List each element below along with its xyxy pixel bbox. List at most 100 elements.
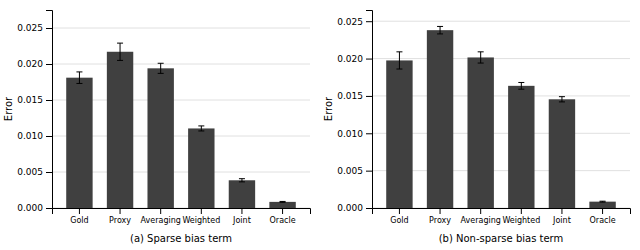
x-tick-mark (241, 208, 242, 214)
y-axis: 0.000 0.005 0.010 0.015 0.020 0.025 (337, 11, 372, 214)
x-tick: Averaging (461, 208, 501, 225)
x-tick-label: Oracle (270, 216, 296, 225)
y-tick: 0.005 (17, 167, 52, 177)
error-bar (478, 52, 484, 63)
y-tick: 0.020 (337, 54, 372, 64)
bar (589, 202, 615, 208)
x-tick-label: Weighted (182, 216, 220, 225)
x-tick: Weighted (502, 208, 540, 225)
y-tick: 0.020 (17, 59, 52, 69)
y-tick: 0.005 (337, 166, 372, 176)
grid-line (52, 64, 310, 65)
bar (427, 30, 453, 208)
plot-area (386, 26, 616, 208)
y-tick: 0.025 (337, 17, 372, 27)
y-tick-label: 0.025 (17, 23, 43, 33)
x-tick-label: Joint (552, 216, 571, 225)
y-tick-label: 0.005 (337, 166, 363, 176)
figure: 0.000 0.005 0.010 0.015 0.020 0.025 Gold Proxy A… (0, 0, 640, 250)
error-bar (198, 126, 204, 131)
y-tick-label: 0.020 (337, 54, 363, 64)
y-tick-mark (366, 171, 372, 172)
x-axis-title: (a) Sparse bias term (130, 233, 232, 244)
y-axis-title: Error (323, 96, 334, 121)
y-tick-label: 0.000 (17, 203, 43, 213)
grid-line (372, 21, 630, 22)
y-tick-mark (46, 64, 52, 65)
y-tick-label: 0.015 (17, 95, 43, 105)
error-bar (239, 179, 245, 182)
y-axis-line (366, 11, 373, 209)
x-axis: Gold Proxy AveragingWeighted Joint Oracle (373, 208, 631, 225)
bar (147, 68, 173, 208)
x-tick-label: Weighted (502, 216, 540, 225)
x-tick: Joint (232, 208, 251, 225)
y-tick-mark (46, 136, 52, 137)
x-tick-label: Averaging (461, 216, 501, 225)
bar (107, 52, 133, 208)
error-bar (600, 201, 606, 203)
x-axis-line (53, 209, 311, 215)
x-tick: Joint (552, 208, 571, 225)
x-axis: GoldProxyAveragingWeightedJointOracle (53, 208, 311, 225)
x-tick: Gold (70, 208, 88, 225)
x-tick-label: Gold (70, 216, 88, 225)
grid (372, 21, 630, 208)
x-tick-mark (440, 208, 441, 214)
bar (549, 99, 575, 208)
x-tick-mark (79, 208, 80, 214)
error-bar (117, 43, 123, 60)
y-tick-label: 0.005 (17, 167, 43, 177)
y-tick-mark (46, 172, 52, 173)
y-tick-mark (46, 208, 52, 209)
y-tick-mark (366, 96, 372, 97)
y-axis: 0.000 0.005 0.010 0.015 0.020 0.025 (17, 11, 52, 214)
x-tick-mark (282, 208, 283, 214)
y-tick: 0.015 (17, 95, 52, 105)
x-tick-mark (120, 208, 121, 214)
x-tick-mark (160, 208, 161, 214)
y-tick: 0.010 (337, 129, 372, 139)
x-axis-title: (b) Non-sparse bias term (439, 233, 564, 244)
y-tick-mark (366, 21, 372, 22)
x-tick-mark (399, 208, 400, 214)
x-tick: Oracle (590, 208, 616, 225)
bar (188, 128, 214, 208)
y-tick-mark (366, 133, 372, 134)
bar (66, 78, 92, 208)
x-tick: Proxy (109, 208, 131, 225)
x-tick-label: Gold (390, 216, 408, 225)
x-tick-mark (602, 208, 603, 214)
grid-line (372, 58, 630, 59)
x-tick-mark (561, 208, 562, 214)
y-tick-mark (366, 208, 372, 209)
y-tick: 0.010 (17, 131, 52, 141)
x-tick-label: Oracle (590, 216, 616, 225)
y-tick-label: 0.015 (337, 91, 363, 101)
error-bar (559, 97, 565, 102)
y-tick: 0.000 (337, 203, 372, 213)
x-tick-label: Joint (232, 216, 251, 225)
x-axis-line (373, 209, 631, 215)
y-axis-title: Error (3, 96, 14, 121)
y-tick: 0.015 (337, 91, 372, 101)
y-tick-mark (46, 28, 52, 29)
error-bar (396, 52, 402, 69)
bar (467, 57, 493, 208)
grid (52, 28, 310, 208)
bar (229, 180, 255, 208)
y-tick-label: 0.010 (337, 129, 363, 139)
error-bar (437, 26, 443, 33)
y-tick-label: 0.025 (337, 17, 363, 27)
panel: 0.000 0.005 0.010 0.015 0.020 0.025 Gold Proxy A… (323, 11, 631, 245)
y-tick: 0.025 (17, 23, 52, 33)
x-tick-label: Proxy (429, 216, 451, 225)
x-tick: Weighted (182, 208, 220, 225)
x-tick-mark (201, 208, 202, 214)
error-bar (158, 63, 164, 73)
x-tick: Oracle (270, 208, 296, 225)
x-tick: Gold (390, 208, 408, 225)
x-tick-label: Proxy (109, 216, 131, 225)
y-axis-line (46, 11, 53, 209)
x-tick-mark (480, 208, 481, 214)
